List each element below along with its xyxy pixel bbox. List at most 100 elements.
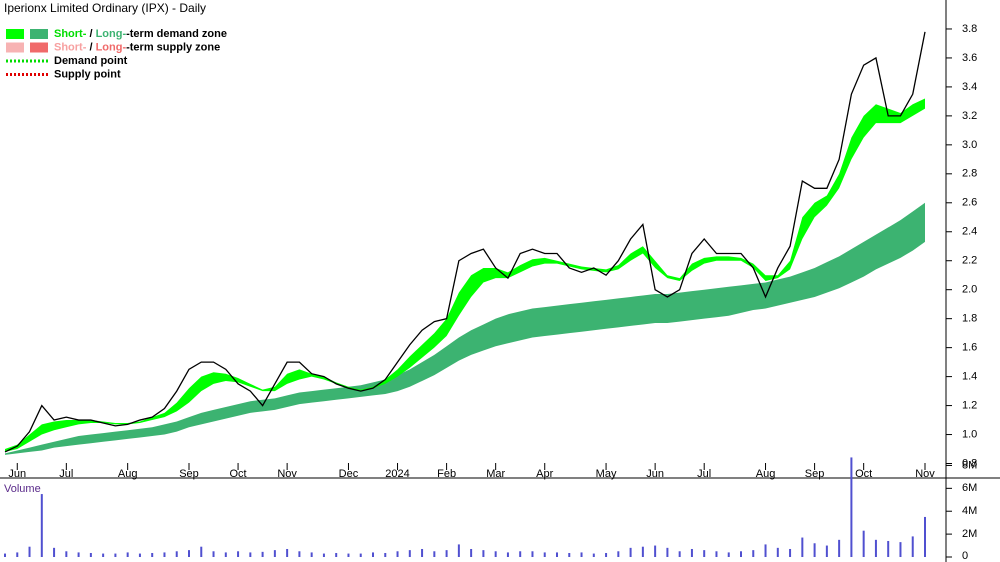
y-tick-label: 4M	[962, 505, 977, 517]
y-tick-label: 0.8	[962, 457, 977, 469]
volume-bar	[212, 551, 215, 557]
legend-part: /	[86, 41, 95, 53]
volume-bar	[372, 552, 374, 557]
legend-part: -term demand zone	[126, 28, 227, 40]
volume-bar	[65, 551, 68, 557]
x-tick-label: Sep	[179, 468, 199, 480]
volume-bar	[531, 551, 534, 557]
volume-bar	[188, 550, 190, 557]
x-tick-label: Nov	[277, 468, 297, 480]
volume-bar	[286, 548, 289, 557]
volume-bar	[89, 552, 92, 557]
volume-bar	[592, 553, 595, 557]
volume-bar	[568, 552, 571, 557]
legend-label: Short- / Long--term demand zone	[54, 28, 227, 40]
x-tick-label: Aug	[756, 468, 776, 480]
volume-bar	[887, 540, 890, 557]
y-tick-label: 1.4	[962, 371, 977, 383]
x-tick-label: Apr	[536, 468, 553, 480]
volume-bar	[899, 542, 902, 557]
legend-label: Short- / Long--term supply zone	[54, 41, 220, 53]
volume-bar	[77, 552, 80, 557]
volume-bar	[470, 548, 473, 557]
volume-bar	[482, 550, 485, 557]
volume-bar	[16, 552, 19, 557]
volume-bar	[114, 553, 117, 557]
volume-bar	[715, 551, 718, 557]
y-tick-label: 2.6	[962, 197, 977, 209]
volume-bar	[617, 551, 620, 557]
volume-bar	[249, 552, 252, 557]
x-tick-label: Sep	[805, 468, 825, 480]
volume-bar	[801, 537, 804, 557]
volume-bar	[506, 552, 509, 557]
x-tick-label: Mar	[486, 468, 505, 480]
volume-bar	[322, 553, 325, 557]
volume-bar	[4, 553, 6, 557]
volume-bar	[237, 551, 240, 557]
volume-bar	[273, 550, 276, 557]
volume-bar	[764, 544, 767, 557]
volume-bar	[776, 547, 779, 557]
x-tick-label: Oct	[855, 468, 872, 480]
y-tick-label: 3.2	[962, 110, 977, 122]
volume-bar	[752, 550, 755, 557]
volume-bar	[862, 530, 865, 557]
volume-bar	[605, 552, 608, 557]
x-tick-label: May	[596, 468, 617, 480]
volume-bar	[421, 548, 424, 557]
volume-bar	[850, 457, 853, 557]
volume-bar	[911, 536, 914, 557]
volume-bar	[40, 494, 43, 557]
y-tick-label: 1.0	[962, 428, 977, 440]
volume-bar	[690, 548, 693, 557]
volume-bar	[396, 551, 399, 557]
legend-label: Supply point	[54, 68, 121, 80]
volume-bar	[740, 551, 742, 557]
x-tick-label: Nov	[915, 468, 935, 480]
y-tick-label: 0	[962, 550, 968, 562]
volume-bar	[224, 552, 227, 557]
volume-bar	[445, 550, 448, 557]
legend-part: Short-	[54, 41, 87, 53]
volume-bar	[384, 552, 387, 557]
x-tick-label: Oct	[230, 468, 247, 480]
volume-bar	[494, 551, 497, 557]
y-tick-label: 2.4	[962, 226, 977, 238]
y-tick-label: 2M	[962, 528, 977, 540]
volume-bar	[408, 550, 411, 557]
volume-bar	[789, 548, 792, 557]
volume-bar	[654, 545, 657, 557]
volume-title: Volume	[4, 483, 41, 495]
x-tick-label: Aug	[118, 468, 138, 480]
x-tick-label: Jul	[59, 468, 73, 480]
legend-part: Demand point	[54, 55, 128, 67]
legend-part: Short-	[54, 28, 87, 40]
y-tick-label: 8M	[962, 459, 977, 471]
volume-bar	[629, 547, 632, 557]
x-tick-label: 2024	[385, 468, 409, 480]
y-tick-label: 2.8	[962, 168, 977, 180]
volume-bar	[102, 553, 105, 557]
volume-bar	[175, 551, 178, 557]
legend-part: -term supply zone	[126, 41, 220, 53]
price-line	[4, 31, 926, 453]
y-tick-label: 1.8	[962, 313, 977, 325]
volume-bar	[678, 551, 681, 557]
x-tick-label: Feb	[437, 468, 456, 480]
volume-bar	[825, 545, 828, 557]
y-tick-label: 2.0	[962, 284, 977, 296]
y-tick-label: 3.4	[962, 81, 977, 93]
legend-swatch	[30, 29, 48, 39]
volume-bar	[838, 539, 841, 557]
volume-bar	[310, 552, 313, 557]
x-tick-label: Jun	[8, 468, 26, 480]
x-tick-label: Jun	[646, 468, 664, 480]
legend-part: Long-	[96, 41, 127, 53]
volume-bar	[666, 547, 669, 557]
volume-bar	[138, 553, 141, 557]
volume-bar	[703, 550, 706, 557]
y-tick-label: 3.6	[962, 52, 977, 64]
volume-bar	[727, 552, 730, 557]
